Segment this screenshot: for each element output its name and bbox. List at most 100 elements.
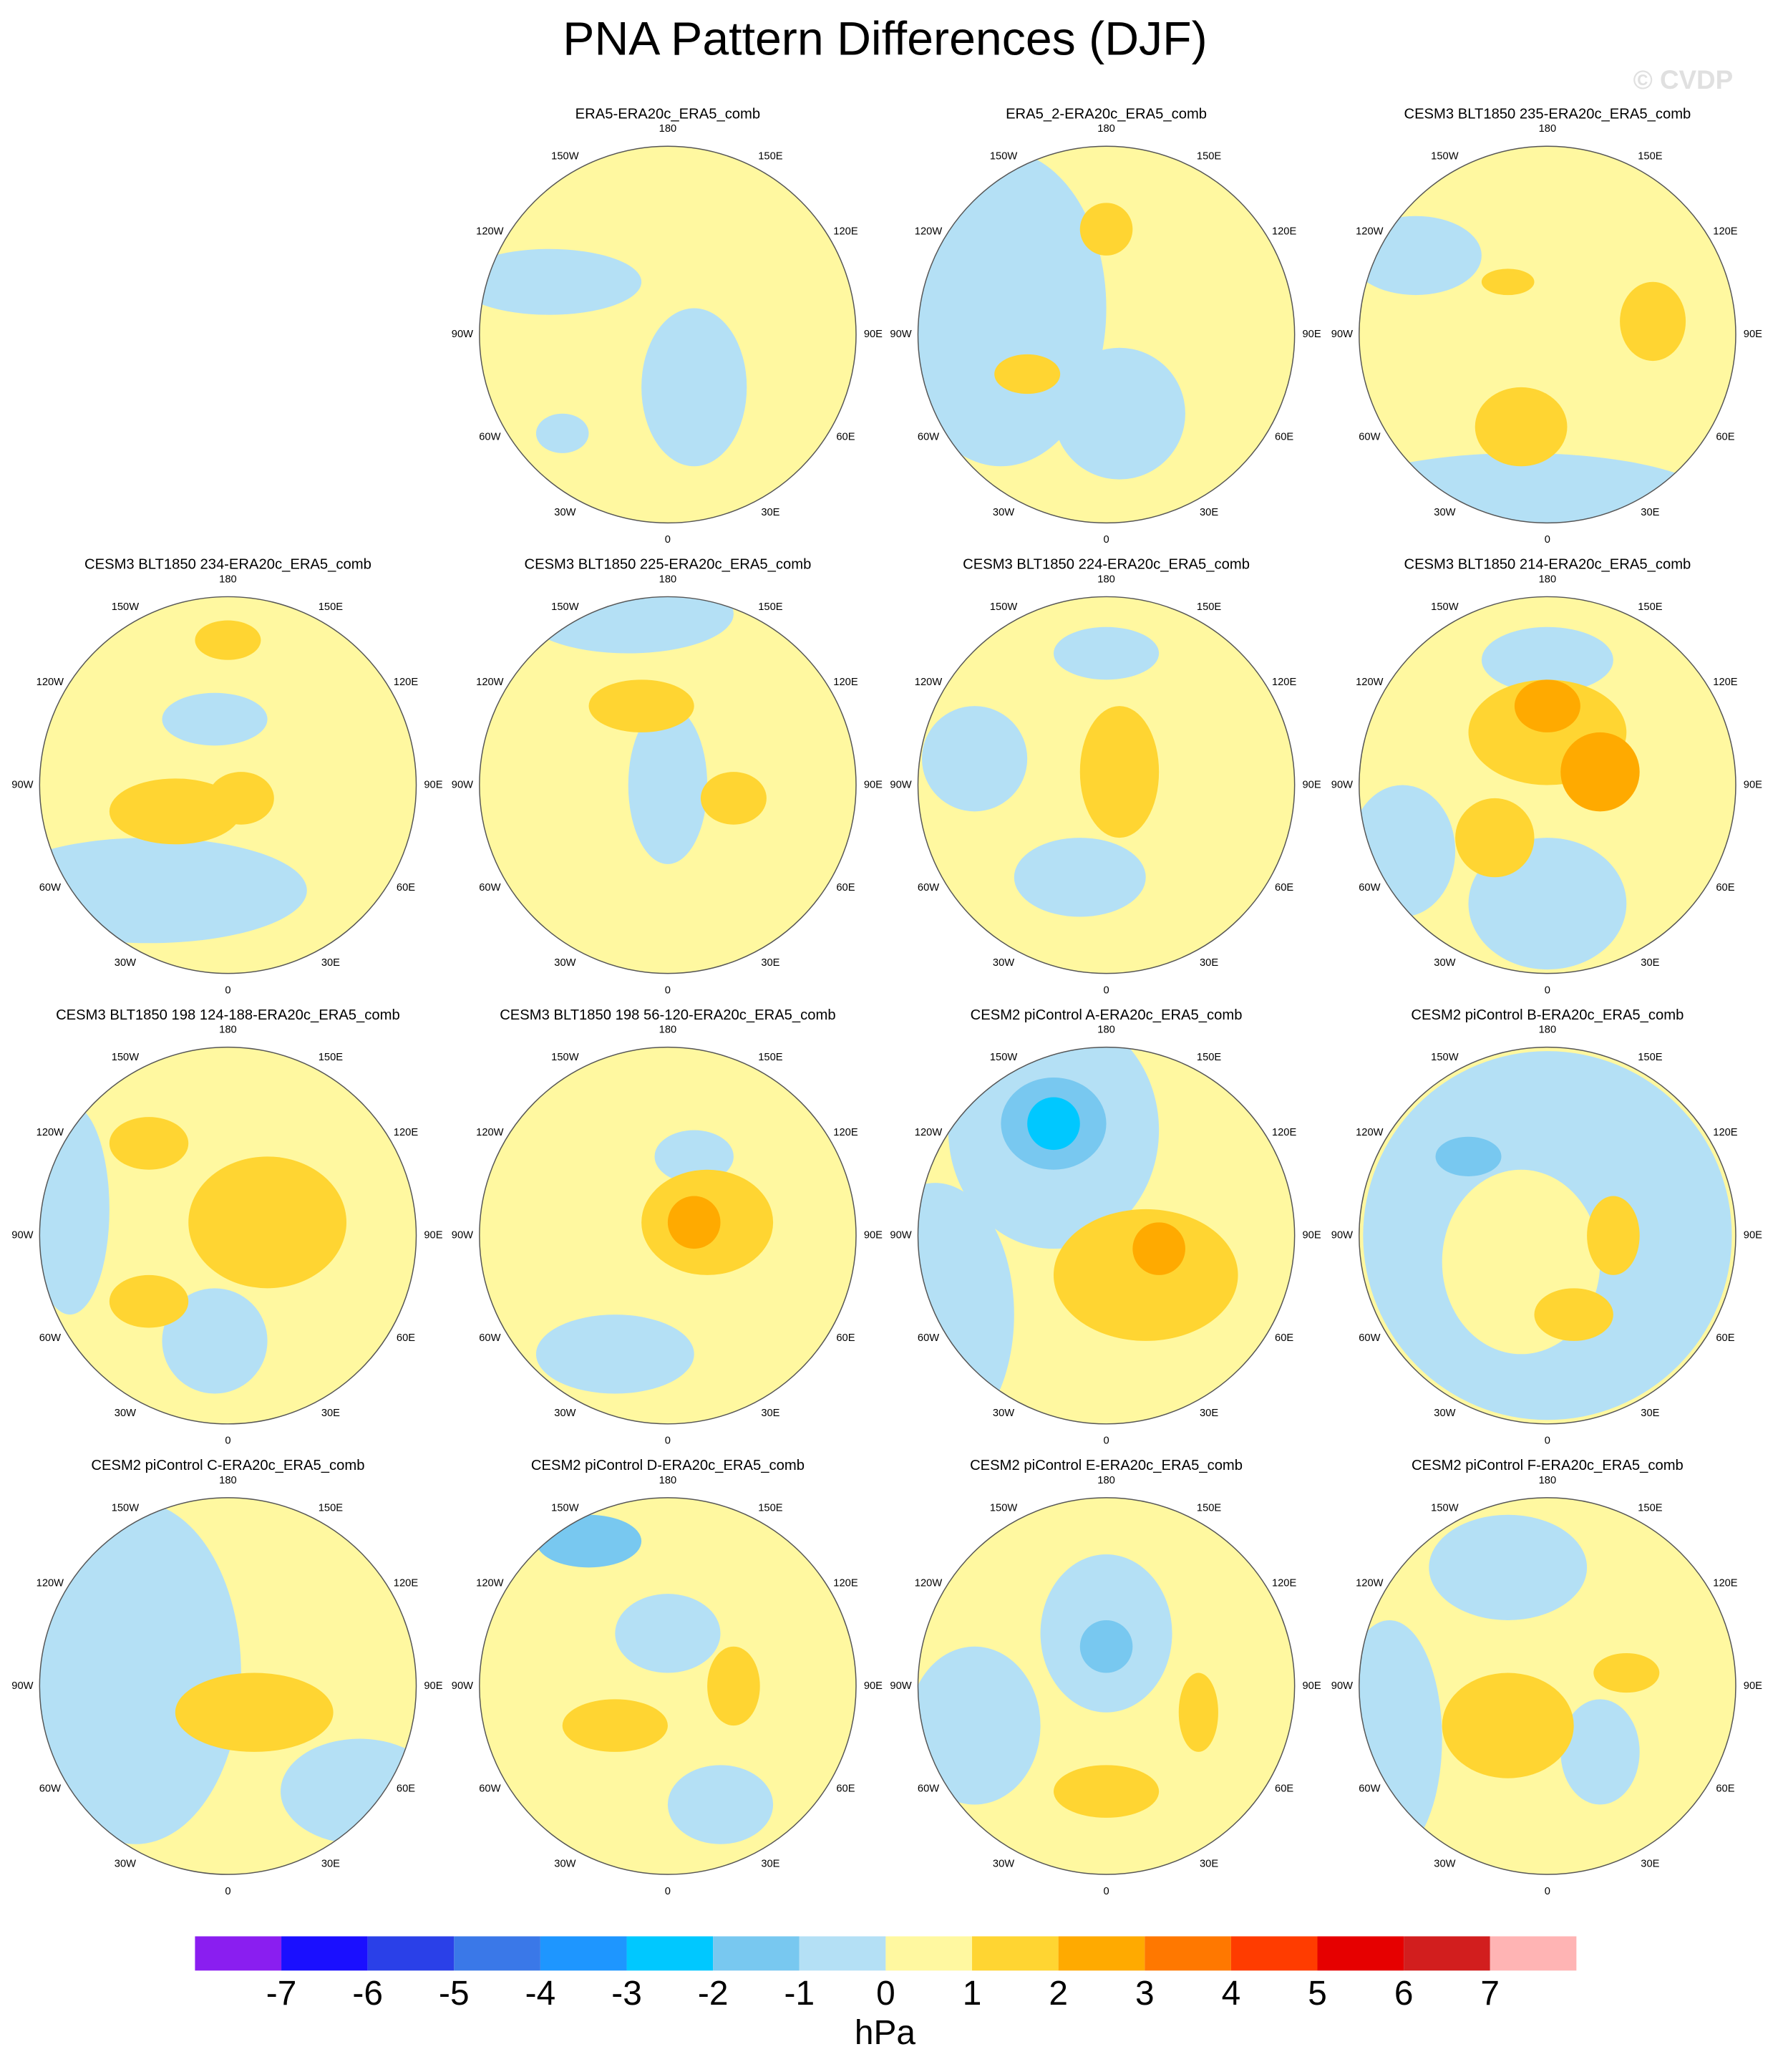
longitude-label: 30W: [1434, 957, 1455, 969]
longitude-label: 30E: [1200, 507, 1218, 518]
longitude-label: 60E: [1275, 882, 1293, 894]
longitude-label: 180: [1097, 1475, 1115, 1486]
panel-title: CESM3 BLT1850 198 56-120-ERA20c_ERA5_com…: [500, 1007, 835, 1023]
panel-title: CESM2 piControl B-ERA20c_ERA5_comb: [1411, 1007, 1684, 1023]
panel-title: CESM2 piControl D-ERA20c_ERA5_comb: [531, 1458, 805, 1473]
map-border: [479, 1497, 857, 1875]
map-panel: [918, 1047, 1295, 1424]
longitude-label: 150E: [319, 601, 344, 613]
longitude-label: 90W: [1331, 779, 1353, 790]
longitude-label: 120E: [833, 1127, 858, 1138]
longitude-label: 90E: [1744, 1680, 1762, 1692]
map-background: [479, 1497, 857, 1875]
longitude-label: 30E: [321, 1858, 340, 1869]
longitude-label: 180: [219, 573, 237, 585]
longitude-label: 120W: [37, 1577, 64, 1589]
longitude-label: 30E: [321, 957, 340, 969]
colorbar-label: -2: [698, 1975, 729, 2013]
longitude-label: 120E: [1713, 226, 1738, 238]
colorbar-box: [1230, 1936, 1318, 1971]
contour-region: [667, 1196, 721, 1249]
contour-region: [707, 1646, 760, 1726]
longitude-label: 150W: [112, 601, 140, 613]
longitude-label: 150E: [1197, 151, 1222, 163]
contour-region: [1079, 203, 1133, 256]
longitude-label: 0: [665, 984, 671, 996]
longitude-label: 0: [1103, 1886, 1109, 1897]
longitude-label: 120W: [1356, 1577, 1384, 1589]
longitude-label: 120E: [833, 1577, 858, 1589]
contour-region: [641, 308, 747, 467]
map-border: [39, 596, 417, 974]
contour-region: [921, 706, 1028, 812]
colorbar-label: -5: [439, 1975, 470, 2013]
longitude-label: 150E: [1197, 1052, 1222, 1063]
contour-region: [628, 706, 708, 864]
longitude-label: 120E: [1713, 1577, 1738, 1589]
colorbar-box: [1317, 1936, 1404, 1971]
colorbar-label: 0: [876, 1975, 895, 2013]
colorbar-box: [713, 1936, 800, 1971]
longitude-label: 90E: [424, 1230, 442, 1241]
contour-region: [1053, 347, 1185, 480]
watermark: © CVDP: [1633, 65, 1734, 95]
longitude-label: 120E: [833, 677, 858, 688]
colorbar-box: [1490, 1936, 1577, 1971]
contour-region: [1435, 1136, 1502, 1176]
map-border: [917, 596, 1296, 974]
map-panel: [479, 1047, 857, 1424]
longitude-label: 150E: [758, 1502, 783, 1514]
longitude-label: 60E: [836, 1332, 855, 1344]
contour-region: [109, 778, 241, 845]
longitude-label: 120W: [476, 677, 504, 688]
map-border: [479, 1046, 857, 1425]
panel-title: ERA5_2-ERA20c_ERA5_comb: [1006, 106, 1207, 122]
map-panel: [479, 596, 857, 974]
longitude-label: 150E: [1197, 1502, 1222, 1514]
longitude-label: 90E: [1302, 329, 1321, 340]
contour-region: [1014, 838, 1146, 917]
map-border: [917, 1046, 1296, 1425]
longitude-label: 0: [665, 1436, 671, 1447]
longitude-label: 150E: [1638, 151, 1663, 163]
longitude-label: 120W: [915, 1577, 943, 1589]
longitude-label: 180: [1097, 573, 1115, 585]
contour-region: [562, 1699, 668, 1752]
longitude-label: 60W: [1359, 882, 1380, 894]
longitude-label: 90E: [424, 1680, 442, 1692]
longitude-label: 0: [225, 984, 230, 996]
longitude-label: 150E: [1638, 1052, 1663, 1063]
longitude-label: 30W: [993, 1858, 1014, 1869]
longitude-label: 0: [1545, 984, 1550, 996]
longitude-label: 150W: [1431, 151, 1459, 163]
panel-title: CESM2 piControl C-ERA20c_ERA5_comb: [91, 1458, 364, 1473]
contour-region: [523, 596, 734, 654]
contour-region: [1587, 1196, 1640, 1275]
longitude-label: 120W: [476, 1127, 504, 1138]
colorbar-label: 6: [1394, 1975, 1414, 2013]
longitude-label: 120W: [37, 1127, 64, 1138]
longitude-label: 150E: [1197, 601, 1222, 613]
map-border: [39, 1046, 417, 1425]
contour-region: [667, 1765, 774, 1844]
longitude-label: 180: [219, 1025, 237, 1036]
longitude-label: 30E: [1200, 1408, 1218, 1419]
contour-region: [535, 1514, 642, 1568]
contour-region: [208, 772, 274, 825]
longitude-label: 90W: [890, 1230, 911, 1241]
longitude-label: 120W: [915, 1127, 943, 1138]
longitude-label: 60E: [836, 432, 855, 443]
panel-title: CESM2 piControl E-ERA20c_ERA5_comb: [970, 1458, 1243, 1473]
panel-title: CESM3 BLT1850 225-ERA20c_ERA5_comb: [524, 557, 811, 573]
longitude-label: 150W: [1431, 1052, 1459, 1063]
longitude-label: 30W: [115, 1858, 136, 1869]
contour-region: [1053, 626, 1160, 680]
longitude-label: 60W: [918, 882, 939, 894]
panel-title: CESM3 BLT1850 224-ERA20c_ERA5_comb: [963, 557, 1250, 573]
longitude-label: 180: [1097, 1025, 1115, 1036]
longitude-label: 150E: [758, 601, 783, 613]
longitude-label: 90W: [11, 779, 33, 790]
longitude-label: 120W: [915, 226, 943, 238]
colorbar-label: 7: [1480, 1975, 1500, 2013]
longitude-label: 180: [1539, 1475, 1557, 1486]
